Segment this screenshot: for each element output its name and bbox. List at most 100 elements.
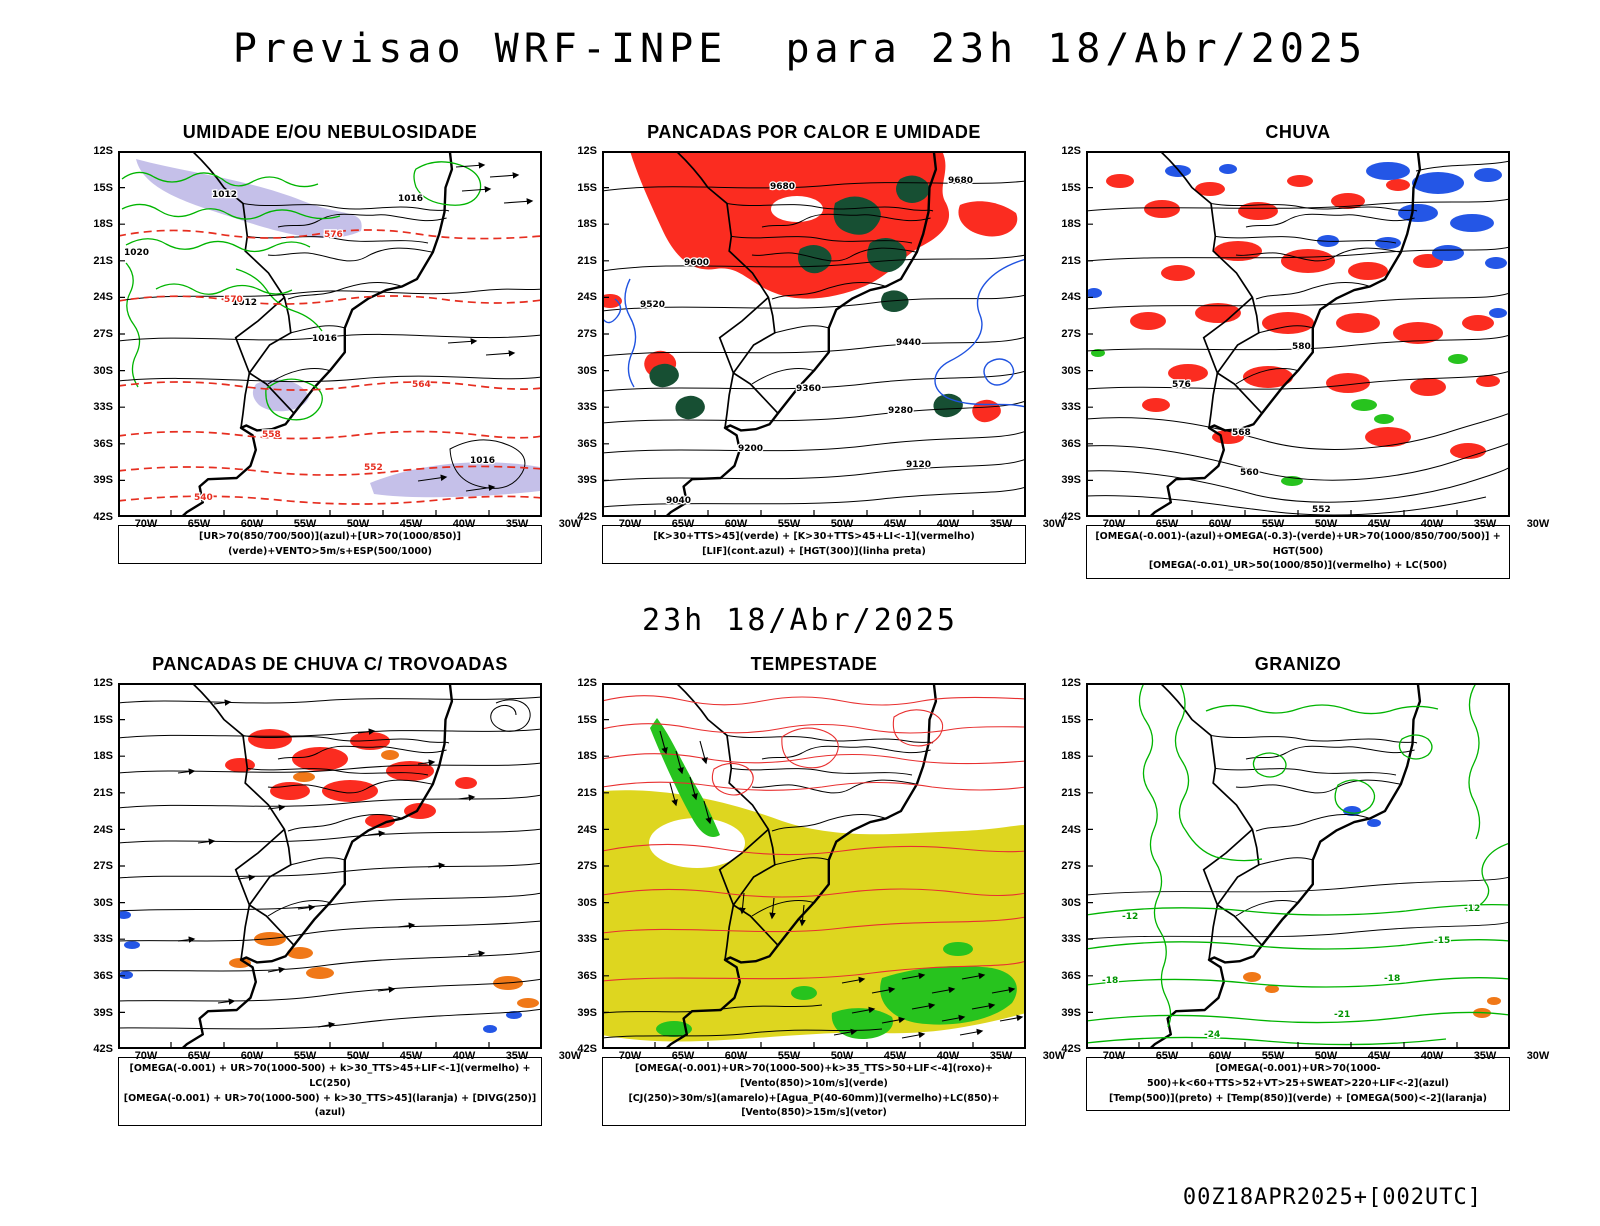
- contour-label: 9120: [906, 460, 931, 470]
- caption-box: [OMEGA(-0.001)-(azul)+OMEGA(-0.3)-(verde…: [1086, 525, 1510, 580]
- axis-tick-label: 50W: [346, 518, 370, 530]
- axis-tick-label: 24S: [93, 291, 113, 304]
- axis-tick-label: 50W: [1314, 1050, 1338, 1063]
- caption-box: [OMEGA(-0.001)+UR>70(1000-500)+k>35_TTS>…: [602, 1057, 1026, 1127]
- map-wrap: 12S 15S 18S 21S 24S 27S 30S 33S 36S 39S 42S: [577, 145, 1065, 530]
- contour-labels: -12 -15 -18 -21 -24 -12 -18: [1101, 903, 1482, 1042]
- axis-tick-label: 36S: [577, 969, 597, 982]
- contour-labels: 580 576 568 560 552: [1171, 341, 1332, 517]
- contour-label: 9520: [640, 300, 665, 310]
- axis-tick-label: 35W: [1473, 1050, 1497, 1063]
- axis-tick-label: 60W: [724, 518, 748, 530]
- map-trovoadas: [118, 683, 542, 1050]
- axis-tick-label: 45W: [1367, 518, 1391, 530]
- temp850-contours-green: [1086, 683, 1510, 1046]
- thickness-contours-red: [118, 229, 542, 505]
- contour-label: 570: [224, 295, 243, 305]
- axis-tick-label: 27S: [93, 328, 113, 340]
- axis-tick-label: 70W: [618, 518, 642, 530]
- axis-tick-label: 40W: [452, 518, 476, 530]
- red-fill-gap: [771, 196, 823, 222]
- axis-tick-label: 18S: [93, 218, 113, 231]
- contour-label: -15: [1434, 936, 1450, 946]
- axis-tick-label: 39S: [93, 474, 113, 487]
- panel-title: TEMPESTADE: [750, 654, 878, 675]
- panel-title: CHUVA: [1265, 122, 1331, 142]
- caption-box: [OMEGA(-0.001) + UR>70(1000-500) + k>30_…: [118, 1057, 542, 1127]
- contour-label: 576: [324, 230, 343, 240]
- streamlines: [118, 696, 542, 1030]
- caption-line: [OMEGA(-0.001)-(azul)+OMEGA(-0.3)-(verde…: [1095, 531, 1501, 557]
- contour-label: 1012: [232, 298, 257, 308]
- axis-tick-label: 30S: [577, 364, 597, 377]
- lat-axis: 12S 15S 18S 21S 24S 27S 30S 33S 36S 39S 42S: [574, 677, 600, 1055]
- contour-label: 9680: [948, 176, 973, 186]
- axis-tick-label: 33S: [93, 933, 113, 946]
- contour-label: 580: [1292, 342, 1311, 352]
- caption-line: [UR>70(850/700/500)](azul)+[UR>70(1000/8…: [199, 531, 461, 557]
- axis-tick-label: 24S: [93, 823, 113, 836]
- axis-tick-label: 12S: [577, 677, 597, 690]
- panel-granizo: GRANIZO 12S 15S 18S 21S 24S 27S 30S 33S 36S 39S 42…: [1058, 654, 1549, 1126]
- map-wrap: 12S 15S 18S 21S 24S 27S 30S 33S 36S 39S 42S: [1061, 145, 1549, 530]
- lon-axis: 70W 65W 60W 55W 50W 45W 40W 35W 30W: [1103, 517, 1550, 533]
- humidity-contours-green: [121, 161, 482, 421]
- axis-tick-label: 70W: [618, 1050, 642, 1063]
- page-title: Previsao WRF-INPE para 23h 18/Abr/2025: [232, 26, 1368, 72]
- contour-label: 552: [1312, 505, 1331, 515]
- map-pancadas-calor: 9680 9680 9600 9520 9440 9360 9280 9200 …: [602, 151, 1026, 517]
- axis-tick-label: 39S: [1061, 1006, 1081, 1019]
- axis-tick-label: 50W: [1314, 518, 1338, 530]
- panel-row-top: UMIDADE E/OU NEBULOSIDADE 12S 15S 18S 21S 24…: [0, 122, 1600, 580]
- axis-tick-label: 55W: [777, 518, 801, 530]
- axis-tick-label: 33S: [577, 401, 597, 414]
- axis-tick-label: 27S: [93, 860, 113, 873]
- contour-label: 1016: [470, 456, 495, 466]
- axis-tick-label: 36S: [1061, 969, 1081, 982]
- caption-line: [K>30+TTS>45](verde) + [K>30+TTS>45+LI<-…: [653, 531, 975, 542]
- contour-label: -18: [1102, 976, 1118, 986]
- storm-red-contours: [602, 695, 1026, 982]
- streamlines-south: [602, 1004, 883, 1039]
- axis-tick-label: 12S: [1061, 677, 1081, 690]
- storm-red-patches: [225, 729, 477, 829]
- axis-tick-label: 15S: [1061, 713, 1081, 726]
- contour-label: 9200: [738, 444, 763, 454]
- rain-red-patches: [1106, 174, 1500, 459]
- ascent-green-patches: [1091, 349, 1468, 486]
- lon-axis: 70W 65W 60W 55W 50W 45W 40W 35W 30W: [135, 1049, 582, 1065]
- axis-tick-label: 39S: [93, 1006, 113, 1019]
- contour-label: -12: [1122, 912, 1138, 922]
- axis-tick-label: 27S: [577, 328, 597, 340]
- panel-title: PANCADAS POR CALOR E UMIDADE: [647, 122, 981, 142]
- axis-tick-label: 45W: [399, 1050, 423, 1063]
- axis-tick-label: 30W: [1042, 1050, 1066, 1063]
- axis-tick-label: 33S: [93, 401, 113, 414]
- axis-tick-label: 12S: [93, 677, 113, 690]
- wind-arrows: [417, 162, 534, 492]
- axis-tick-label: 21S: [93, 254, 113, 267]
- axis-tick-label: 42S: [577, 511, 597, 523]
- axis-tick-label: 18S: [1061, 750, 1081, 763]
- axis-tick-label: 24S: [1061, 823, 1081, 836]
- axis-tick-label: 30W: [558, 518, 582, 530]
- axis-tick-label: 55W: [777, 1050, 801, 1063]
- axis-tick-label: 30S: [1061, 896, 1081, 909]
- axis-tick-label: 40W: [452, 1050, 476, 1063]
- axis-tick-label: 65W: [1155, 1050, 1179, 1063]
- axis-tick-label: 35W: [989, 1050, 1013, 1063]
- contour-label: 1016: [398, 194, 423, 204]
- caption-box: [UR>70(850/700/500)](azul)+[UR>70(1000/8…: [118, 525, 542, 565]
- axis-tick-label: 30W: [558, 1050, 582, 1063]
- axis-tick-label: 12S: [93, 145, 113, 157]
- axis-tick-label: 18S: [93, 750, 113, 763]
- axis-tick-label: 30S: [1061, 364, 1081, 377]
- map-tempestade: [602, 683, 1026, 1050]
- panel-pancadas-calor-umidade: PANCADAS POR CALOR E UMIDADE 12S 15S 18S 21…: [574, 122, 1065, 579]
- contour-label: 9040: [666, 496, 691, 506]
- cloud-shading-purple: [136, 159, 540, 498]
- contour-label: 560: [1240, 468, 1259, 478]
- axis-tick-label: 45W: [883, 518, 907, 530]
- axis-tick-label: 60W: [240, 1050, 264, 1063]
- contour-label: 552: [364, 463, 383, 473]
